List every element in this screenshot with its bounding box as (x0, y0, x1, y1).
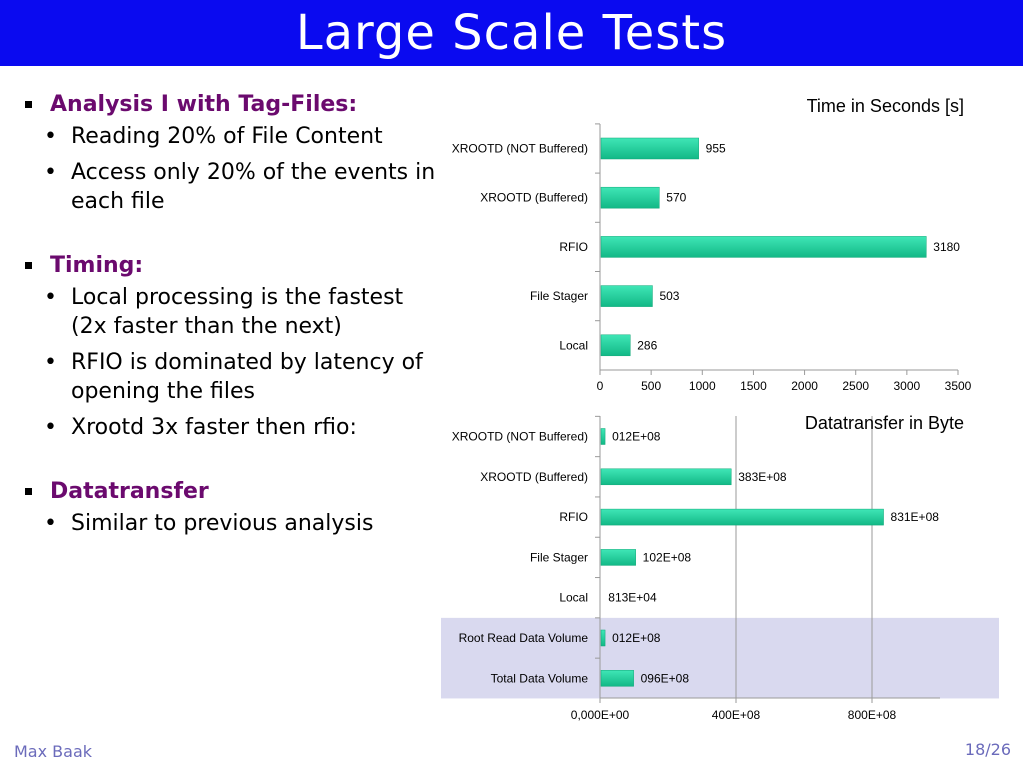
section-heading-analysis: Analysis I with Tag-Files: (22, 88, 442, 122)
bar (600, 186, 660, 209)
bullet-item: • Xrootd 3x faster then rfio: (22, 413, 442, 442)
category-label: RFIO (559, 510, 588, 524)
data-label: 102E+08 (643, 550, 692, 564)
bullet-item: • RFIO is dominated by latency of opening… (22, 348, 442, 406)
category-label: Root Read Data Volume (459, 631, 589, 645)
x-tick-label: 2000 (791, 379, 818, 393)
bar (600, 508, 884, 526)
category-label: XROOTD (Buffered) (480, 191, 588, 205)
data-label: 012E+08 (612, 430, 661, 444)
data-label: 096E+08 (641, 671, 690, 685)
category-label: XROOTD (NOT Buffered) (452, 142, 588, 156)
data-label: 831E+08 (891, 510, 940, 524)
bullet-item: • Reading 20% of File Content (22, 122, 442, 151)
data-label: 813E+04 (608, 591, 657, 605)
square-bullet-icon (25, 101, 32, 108)
highlight-band (441, 617, 999, 699)
x-tick-label: 0,000E+00 (571, 708, 630, 722)
footer-page-number: 18/26 (964, 740, 1011, 759)
time-chart: Time in Seconds [s] 0 500 1000 1500 2000 2500 3… (452, 96, 972, 393)
square-bullet-icon (25, 488, 32, 495)
x-tick-label: 400E+08 (712, 708, 761, 722)
section-heading-datatransfer: Datatransfer (22, 475, 442, 509)
bar (600, 670, 634, 687)
round-bullet-icon: • (44, 511, 57, 536)
category-label: File Stager (530, 550, 588, 564)
bar (600, 428, 606, 445)
data-label: 955 (706, 142, 726, 156)
data-label: 3180 (933, 240, 960, 254)
bullet-item: • Access only 20% of the events in each f… (22, 158, 442, 216)
section-heading-text: Analysis I with Tag-Files: (50, 92, 358, 117)
data-label: 383E+08 (738, 470, 787, 484)
data-label: 012E+08 (612, 631, 661, 645)
round-bullet-icon: • (44, 285, 57, 310)
bar (600, 285, 653, 307)
bullet-text: Xrootd 3x faster then rfio: (71, 415, 357, 440)
category-label: File Stager (530, 289, 588, 303)
bullet-text: Similar to previous analysis (71, 511, 374, 536)
datatransfer-chart: Datatransfer in Byte 0,000E+00 400E+08 800E… (441, 413, 999, 722)
bullet-text: RFIO is dominated by latency of opening … (71, 350, 423, 404)
data-label: 503 (659, 289, 679, 303)
bullet-text: Local processing is the fastest (2x fast… (71, 285, 404, 339)
x-tick-label: 0 (597, 379, 604, 393)
bullet-item: • Similar to previous analysis (22, 509, 442, 538)
x-tick-label: 800E+08 (848, 708, 897, 722)
bullet-text: Access only 20% of the events in each fi… (71, 160, 436, 214)
round-bullet-icon: • (44, 124, 57, 149)
bar (600, 236, 927, 258)
category-label: Local (559, 591, 588, 605)
bar (600, 549, 636, 566)
x-tick-label: 3500 (945, 379, 972, 393)
bullet-item: • Local processing is the fastest (2x fas… (22, 283, 442, 341)
category-label: RFIO (559, 240, 588, 254)
footer-author: Max Baak (14, 742, 93, 761)
chart-title: Datatransfer in Byte (805, 413, 964, 433)
data-label: 286 (637, 338, 657, 352)
bullet-text: Reading 20% of File Content (71, 124, 383, 149)
section-heading-timing: Timing: (22, 249, 442, 283)
section-heading-text: Datatransfer (50, 479, 209, 504)
bar (600, 468, 732, 486)
category-label: XROOTD (NOT Buffered) (452, 430, 588, 444)
category-label: XROOTD (Buffered) (480, 470, 588, 484)
slide-title: Large Scale Tests (0, 0, 1023, 66)
bar (600, 629, 606, 647)
bar (600, 137, 699, 160)
bullet-list: Analysis I with Tag-Files: • Reading 20% … (22, 88, 442, 545)
chart-title: Time in Seconds [s] (807, 96, 964, 116)
x-tick-label: 1000 (689, 379, 716, 393)
category-label: Total Data Volume (491, 671, 589, 685)
x-tick-label: 2500 (842, 379, 869, 393)
section-heading-text: Timing: (50, 253, 144, 278)
round-bullet-icon: • (44, 160, 57, 185)
x-tick-label: 3000 (894, 379, 921, 393)
data-label: 570 (666, 191, 686, 205)
square-bullet-icon (25, 262, 32, 269)
category-label: Local (559, 338, 588, 352)
round-bullet-icon: • (44, 415, 57, 440)
x-tick-label: 500 (641, 379, 661, 393)
round-bullet-icon: • (44, 350, 57, 375)
bar (600, 334, 631, 357)
x-tick-label: 1500 (740, 379, 767, 393)
